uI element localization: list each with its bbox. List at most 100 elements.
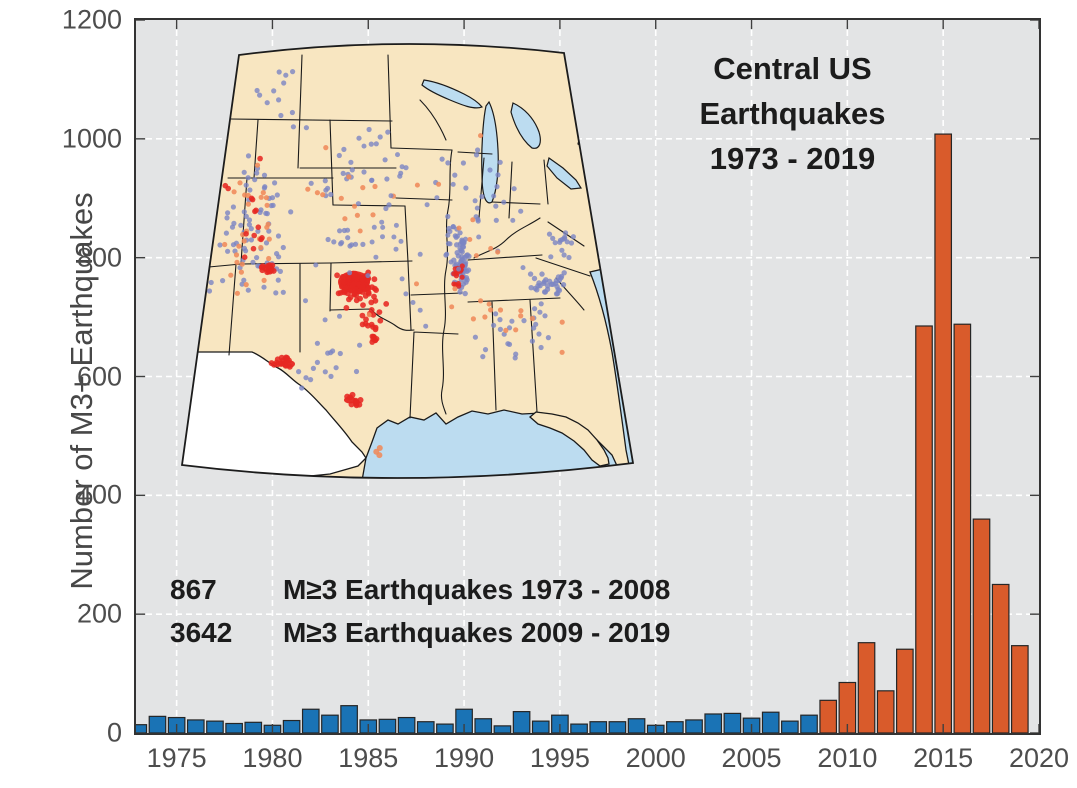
y-tick-label-0: 0 (106, 717, 122, 748)
bar-2013 (896, 648, 914, 733)
bar-2014 (915, 325, 933, 733)
bar-chart (136, 20, 1039, 733)
bar-1984 (340, 705, 358, 733)
bar-1999 (627, 718, 646, 733)
bar-1998 (608, 721, 627, 733)
bar-2018 (991, 583, 1010, 733)
x-tick-label-1995: 1995 (529, 743, 590, 773)
bars-group (136, 133, 1029, 733)
map-dots-raton-colorado (258, 262, 277, 276)
earthquake-dots (206, 69, 577, 459)
lake-superior (421, 79, 483, 109)
bar-1990 (455, 708, 473, 733)
bar-2011 (857, 642, 876, 733)
map-dots-kansas-mixed (325, 227, 366, 249)
map-dots-midwest-scatter (433, 147, 524, 224)
bar-2002 (685, 719, 703, 733)
map-dots-east-tennessee (527, 270, 567, 297)
lake-erie (546, 156, 583, 190)
stats-row-1973-2008: 867 M≥3 Earthquakes 1973 - 2008 (170, 574, 670, 617)
bar-2010 (838, 681, 857, 733)
map-dots-oklahoma-south-trail (359, 307, 384, 333)
x-tick-label-2015: 2015 (913, 743, 974, 773)
bar-1978 (225, 722, 243, 733)
tick-marks (136, 20, 1039, 733)
bar-1989 (436, 723, 454, 733)
map-dots-oklahoma-halo (334, 269, 390, 311)
bar-1988 (416, 721, 435, 733)
map-dots-west-red-spots (222, 155, 265, 260)
x-tick-label-1990: 1990 (434, 743, 495, 773)
map-dots-southeast-scatter (472, 301, 552, 361)
bar-1974 (148, 715, 167, 733)
map-dots-gulf-coast-orange (373, 445, 383, 459)
map-dots-wide-sprinkle-blue (303, 143, 526, 329)
x-tick-label-2000: 2000 (625, 743, 686, 773)
x-tick-label-1975: 1975 (146, 743, 207, 773)
y-tick-label-600: 600 (76, 361, 122, 391)
bar-1983 (321, 714, 339, 733)
title-line-2: Earthquakes (699, 96, 886, 131)
y-tick-label-800: 800 (76, 242, 122, 273)
map-dots-top-left-blue (254, 69, 296, 130)
bar-2012 (876, 690, 895, 733)
lake-ontario (577, 135, 606, 155)
x-tick-label-1980: 1980 (242, 743, 303, 773)
bar-2001 (666, 721, 684, 733)
map-florida (528, 411, 610, 467)
bar-2019 (1010, 645, 1029, 733)
bar-1996 (570, 723, 588, 733)
lake-huron (510, 102, 541, 149)
bar-1976 (186, 719, 205, 733)
y-tick-label-400: 400 (76, 479, 122, 510)
y-tick-label-1000: 1000 (61, 123, 122, 154)
map-dots-west-texas-pecos (268, 354, 293, 370)
x-tick-label-2005: 2005 (721, 743, 782, 773)
bar-2009 (819, 699, 838, 733)
map-dots-plains-orange (305, 145, 396, 222)
bar-2017 (972, 518, 991, 733)
bar-2008 (800, 714, 818, 733)
title-line-1: Central US (713, 51, 872, 86)
bar-1987 (397, 716, 416, 733)
stats-annotation: 867 M≥3 Earthquakes 1973 - 2008 3642 M≥3… (170, 574, 670, 660)
map-dots-dallas-texas (369, 333, 380, 345)
map-inset (180, 43, 635, 479)
bar-2003 (704, 713, 723, 733)
y-tick-label-1200: 1200 (61, 4, 122, 35)
stats-count-2009-2019: 3642 (170, 617, 233, 648)
bar-1991 (474, 718, 493, 733)
map-frame (180, 43, 635, 479)
map-dots-texas-scatter (296, 340, 363, 391)
x-tick-label-2010: 2010 (817, 743, 878, 773)
bar-1993 (512, 711, 531, 733)
stats-count-1973-2008: 867 (170, 574, 217, 605)
stats-label-2009-2019: M≥3 Earthquakes 2009 - 2019 (283, 617, 671, 648)
bar-2016 (953, 323, 972, 733)
bar-1997 (589, 721, 608, 733)
map-dots-southeast-orange (470, 298, 565, 355)
bar-2007 (781, 720, 799, 733)
map-dots-appalachia (546, 230, 577, 261)
bar-1981 (282, 719, 301, 733)
bar-1994 (531, 720, 550, 733)
bar-1979 (244, 721, 263, 733)
bar-1977 (206, 720, 224, 733)
chart-title: Central US Earthquakes 1973 - 2019 (645, 46, 940, 181)
stats-label-1973-2008: M≥3 Earthquakes 1973 - 2008 (283, 574, 671, 605)
bar-2015 (934, 133, 953, 733)
bar-1986 (378, 718, 397, 733)
y-tick-label-200: 200 (76, 598, 122, 629)
map-dots-south-texas (344, 391, 364, 409)
bar-1973 (136, 724, 148, 733)
bar-1982 (301, 708, 320, 733)
x-tick-label-1985: 1985 (338, 743, 399, 773)
stats-row-2009-2019: 3642 M≥3 Earthquakes 2009 - 2019 (170, 617, 670, 660)
bar-2004 (723, 712, 742, 733)
map-dots-wide-sprinkle-orange (352, 133, 501, 318)
title-line-3: 1973 - 2019 (709, 141, 876, 176)
x-tick-label-2020: 2020 (1008, 743, 1070, 773)
bar-2006 (761, 711, 780, 733)
bar-1992 (493, 725, 512, 733)
